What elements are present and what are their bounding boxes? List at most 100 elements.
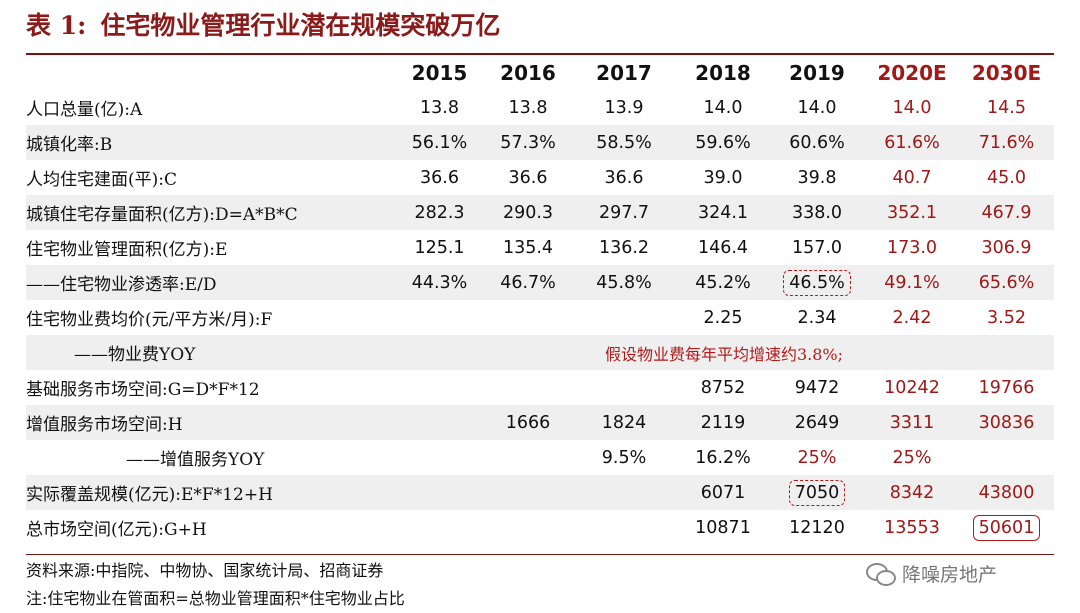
table-cell: 2119 [700, 412, 746, 433]
table-cell: 57.3% [500, 132, 556, 153]
table-cell: 125.1 [414, 237, 465, 258]
highlight-box: 50601 [972, 514, 1041, 541]
table-cell [571, 370, 677, 405]
table-row: 人口总量(亿):A 13.8 13.8 13.9 14.0 14.0 14.0 … [26, 90, 1054, 125]
table-cell: 338.0 [791, 202, 843, 223]
table-cell-projected: 14.5 [987, 97, 1026, 118]
header-year: 2016 [500, 60, 556, 85]
row-label: 实际覆盖规模(亿元):E*F*12+H [26, 485, 273, 505]
row-label: 基础服务市场空间:G=D*F*12 [26, 380, 260, 400]
table-cell: 1824 [601, 412, 647, 433]
table-cell [485, 475, 571, 510]
table-cell-projected: 25% [892, 447, 932, 468]
table-cell-projected: 45.0 [987, 167, 1026, 188]
highlight-box: 7050 [788, 479, 846, 506]
table-cell: 135.4 [502, 237, 554, 258]
table-cell-projected: 40.7 [892, 167, 932, 188]
table-cell-projected: 43800 [978, 482, 1035, 503]
table-cell: 282.3 [414, 202, 465, 223]
table-cell: 58.5% [596, 132, 652, 153]
table-cell: 2.25 [703, 307, 743, 328]
table-cell-projected: 30836 [978, 412, 1035, 433]
table-cell-projected: 352.1 [886, 202, 938, 223]
table-cell: 56.1% [411, 132, 468, 153]
table-cell: 12120 [789, 517, 845, 538]
table-cell: 60.6% [789, 132, 845, 153]
table-cell: 39.8 [797, 167, 837, 188]
table-cell: 2649 [794, 412, 840, 433]
table-cell: 13.8 [508, 97, 548, 118]
table-cell [394, 440, 485, 475]
data-table: 2015 2016 2017 2018 2019 2020E 2030E 人口总… [26, 55, 1054, 545]
header-corner [26, 55, 394, 90]
table-title: 表 1: 住宅物业管理行业潜在规模突破万亿 [26, 4, 500, 48]
table-row: 住宅物业费均价(元/平方米/月):F 2.25 2.34 2.42 3.52 [26, 300, 1054, 335]
table-row: ——物业费YOY 假设物业费每年平均增速约3.8%; [26, 335, 1054, 370]
source-note: 资料来源:中指院、中物协、国家统计局、招商证券 [26, 561, 384, 580]
table-row: 实际覆盖规模(亿元):E*F*12+H 6071 7050 8342 43800 [26, 475, 1054, 510]
table-cell-projected: 19766 [978, 377, 1035, 398]
table-row: 住宅物业管理面积(亿方):E 125.1 135.4 136.2 146.4 1… [26, 230, 1054, 265]
table-cell: 146.4 [697, 237, 749, 258]
row-label: ——物业费YOY [74, 345, 196, 365]
row-label: ——增值服务YOY [126, 450, 265, 470]
header-year: 2017 [596, 60, 652, 85]
table-cell [571, 510, 677, 545]
table-cell-projected: 25% [797, 447, 837, 468]
table-cell: 45.2% [695, 272, 751, 293]
header-row: 2015 2016 2017 2018 2019 2020E 2030E [26, 55, 1054, 90]
bottom-rule [26, 554, 1054, 555]
header-year-projected: 2030E [971, 60, 1042, 85]
table-cell: 36.6 [604, 167, 644, 188]
table-cell: 157.0 [791, 237, 843, 258]
row-label: 住宅物业管理面积(亿方):E [26, 240, 228, 260]
row-label: 人口总量(亿):A [26, 100, 143, 120]
wechat-icon [866, 560, 896, 586]
top-rule [26, 53, 1054, 55]
table-cell-projected: 3311 [889, 412, 935, 433]
header-year: 2018 [695, 60, 751, 85]
table-row: 城镇住宅存量面积(亿方):D=A*B*C 282.3 290.3 297.7 3… [26, 195, 1054, 230]
table-cell [394, 405, 485, 440]
table-cell: 1666 [505, 412, 551, 433]
header-year: 2019 [789, 60, 845, 85]
table-cell [485, 370, 571, 405]
highlight-box: 46.5% [783, 269, 851, 296]
row-label: 总市场空间(亿元):G+H [26, 520, 207, 540]
table-cell: 8752 [700, 377, 746, 398]
table-cell: 36.6 [508, 167, 548, 188]
table-cell-projected: 306.9 [981, 237, 1032, 258]
table-row: ——增值服务YOY 9.5% 16.2% 25% 25% [26, 440, 1054, 475]
table-cell: 13.9 [604, 97, 644, 118]
table-cell-projected: 61.6% [884, 132, 940, 153]
row-label: 住宅物业费均价(元/平方米/月):F [26, 310, 273, 330]
table-cell: 39.0 [703, 167, 743, 188]
header-year-projected: 2020E [877, 60, 947, 85]
table-cell: 290.3 [502, 202, 554, 223]
table-cell: 324.1 [697, 202, 749, 223]
table-cell: 10871 [695, 517, 751, 538]
table-cell: 44.3% [411, 272, 468, 293]
table-cell-projected: 14.0 [892, 97, 932, 118]
table-cell [485, 300, 571, 335]
table-row: 基础服务市场空间:G=D*F*12 8752 9472 10242 19766 [26, 370, 1054, 405]
row-label: 人均住宅建面(平):C [26, 170, 177, 190]
watermark-text: 降噪房地产 [902, 563, 998, 586]
assumption-note: 假设物业费每年平均增速约3.8%; [604, 344, 844, 364]
table-cell-projected [959, 440, 1054, 475]
table-cell-projected: 10242 [884, 377, 940, 398]
table-row: ——住宅物业渗透率:E/D 44.3% 46.7% 45.8% 45.2% 46… [26, 265, 1054, 300]
row-label: 增值服务市场空间:H [26, 415, 183, 435]
table-cell [394, 370, 485, 405]
row-label: ——住宅物业渗透率:E/D [26, 275, 217, 295]
table-row: 增值服务市场空间:H 1666 1824 2119 2649 3311 3083… [26, 405, 1054, 440]
table-cell-projected: 3.52 [987, 307, 1026, 328]
table-cell [571, 475, 677, 510]
table-title-text: 住宅物业管理行业潜在规模突破万亿 [100, 11, 501, 40]
table-cell [485, 440, 571, 475]
table-cell: 297.7 [598, 202, 650, 223]
footnote: 注:住宅物业在管面积=总物业管理面积*住宅物业占比 [26, 589, 405, 608]
table-cell-highlighted: 50601 [959, 510, 1054, 545]
table-cell [571, 300, 677, 335]
table-cell [394, 475, 485, 510]
